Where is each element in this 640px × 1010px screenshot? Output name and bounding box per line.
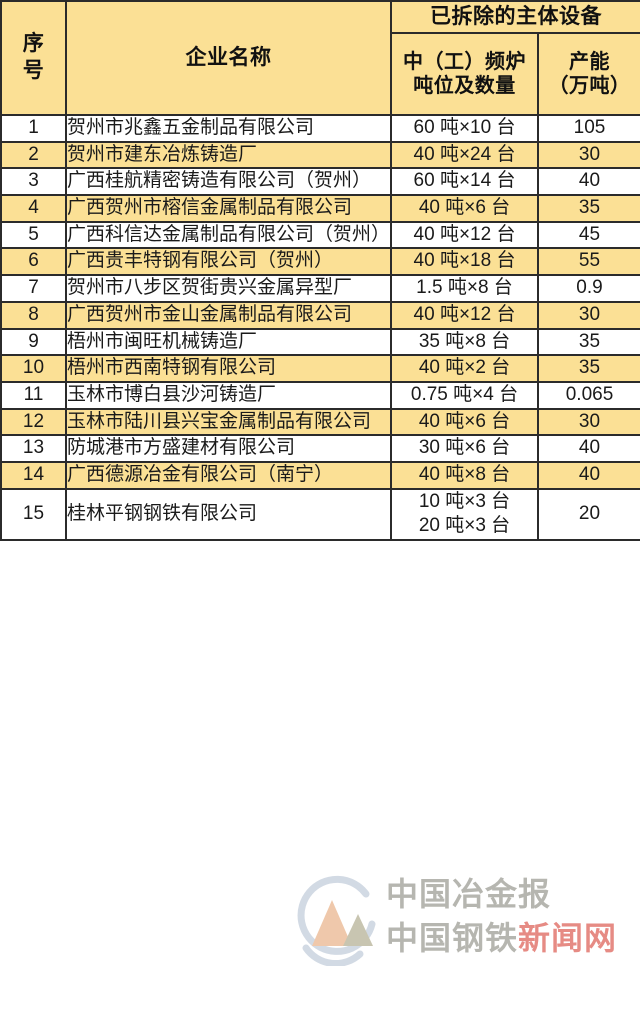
table-row: 13 防城港市方盛建材有限公司 30 吨×6 台 40	[0, 434, 640, 463]
cell-furnace-spec: 40 吨×6 台	[390, 194, 539, 223]
cell-index: 11	[0, 380, 67, 410]
cell-company-name: 桂林平钢钢铁有限公司	[65, 487, 392, 542]
cell-index: 1	[0, 114, 67, 143]
cell-company-name: 广西德源冶金有限公司（南宁）	[65, 460, 392, 490]
cell-index: 7	[0, 274, 67, 303]
column-header-index: 序 号	[0, 0, 67, 116]
column-header-capacity-line-2: （万吨）	[548, 75, 631, 97]
watermark-text: 中国冶金报 中国钢铁新闻网	[386, 872, 636, 968]
cell-capacity: 20	[537, 487, 640, 542]
cell-capacity: 35	[537, 354, 640, 383]
table-row: 14 广西德源冶金有限公司（南宁） 40 吨×8 台 40	[0, 460, 640, 490]
cell-company-name: 玉林市陆川县兴宝金属制品有限公司	[65, 407, 392, 437]
column-header-index-char-1: 序	[22, 32, 45, 56]
column-header-company-name: 企业名称	[65, 0, 392, 116]
cell-capacity: 40	[537, 434, 640, 463]
cell-company-name: 贺州市八步区贺街贵兴金属异型厂	[65, 274, 392, 303]
column-header-index-char-2: 号	[22, 59, 45, 82]
cell-furnace-spec: 10 吨×3 台 20 吨×3 台	[390, 487, 539, 542]
table-row: 4 广西贺州市榕信金属制品有限公司 40 吨×6 台 35	[0, 194, 640, 223]
cell-furnace-spec: 40 吨×12 台	[390, 220, 539, 250]
table-row: 9 梧州市闽旺机械铸造厂 35 吨×8 台 35	[0, 327, 640, 357]
cell-index: 12	[0, 407, 67, 437]
cell-index: 9	[0, 327, 67, 357]
cell-furnace-spec: 40 吨×6 台	[390, 407, 539, 437]
column-header-furnace-line-2: 吨位及数量	[413, 75, 516, 97]
watermark-line-1: 中国冶金报	[386, 875, 552, 913]
table-row: 5 广西科信达金属制品有限公司（贺州） 40 吨×12 台 45	[0, 220, 640, 250]
cell-furnace-spec: 30 吨×6 台	[390, 434, 539, 463]
column-header-furnace-line-1: 中（工）频炉	[403, 50, 526, 73]
watermark-line-2-gray: 中国钢铁	[386, 919, 519, 957]
cell-index: 3	[0, 167, 67, 197]
cell-furnace-spec: 40 吨×8 台	[390, 460, 539, 490]
cell-company-name: 广西科信达金属制品有限公司（贺州）	[65, 220, 392, 250]
column-header-furnace-tonnage-count: 中（工）频炉 吨位及数量	[390, 32, 539, 116]
cell-capacity: 35	[537, 327, 640, 357]
cell-company-name: 广西贵丰特钢有限公司（贺州）	[65, 247, 392, 277]
cell-capacity: 55	[537, 247, 640, 277]
cell-company-name: 梧州市西南特钢有限公司	[65, 354, 392, 383]
cell-index: 15	[0, 487, 67, 542]
cell-company-name: 梧州市闽旺机械铸造厂	[65, 327, 392, 357]
cell-furnace-spec: 35 吨×8 台	[390, 327, 539, 357]
cell-company-name: 广西桂航精密铸造有限公司（贺州）	[65, 167, 392, 197]
cell-capacity: 30	[537, 407, 640, 437]
cell-company-name: 防城港市方盛建材有限公司	[65, 434, 392, 463]
cell-company-name: 广西贺州市榕信金属制品有限公司	[65, 194, 392, 223]
table-body: 1 贺州市兆鑫五金制品有限公司 60 吨×10 台 105 2 贺州市建东冶炼铸造厂 40 …	[0, 114, 640, 542]
cell-capacity: 35	[537, 194, 640, 223]
header-row-top: 序 号 企业名称 已拆除的主体设备	[0, 0, 640, 116]
cell-capacity: 30	[537, 300, 640, 330]
cell-furnace-spec: 40 吨×2 台	[390, 354, 539, 383]
table-row: 3 广西桂航精密铸造有限公司（贺州） 60 吨×14 台 40	[0, 167, 640, 197]
cell-index: 5	[0, 220, 67, 250]
table-row: 11 玉林市博白县沙河铸造厂 0.75 吨×4 台 0.065	[0, 380, 640, 410]
cell-company-name: 玉林市博白县沙河铸造厂	[65, 380, 392, 410]
cell-capacity: 30	[537, 140, 640, 170]
table-row: 2 贺州市建东冶炼铸造厂 40 吨×24 台 30	[0, 140, 640, 170]
mountains-in-circle-logo-icon	[288, 874, 384, 967]
cell-index: 2	[0, 140, 67, 170]
header-row-sub: 中（工）频炉 吨位及数量 产能 （万吨）	[1, 32, 640, 116]
cell-capacity: 45	[537, 220, 640, 250]
cell-capacity: 40	[537, 460, 640, 490]
table-row: 1 贺州市兆鑫五金制品有限公司 60 吨×10 台 105	[0, 114, 640, 143]
cell-furnace-spec: 0.75 吨×4 台	[390, 380, 539, 410]
cell-company-name: 贺州市建东冶炼铸造厂	[65, 140, 392, 170]
table-row: 15 桂林平钢钢铁有限公司 10 吨×3 台 20 吨×3 台 20	[0, 487, 640, 542]
cell-index: 4	[0, 194, 67, 223]
watermark: 中国冶金报 中国钢铁新闻网	[288, 872, 638, 972]
cell-furnace-spec: 1.5 吨×8 台	[390, 274, 539, 303]
cell-company-name: 贺州市兆鑫五金制品有限公司	[65, 114, 392, 143]
column-header-capacity: 产能 （万吨）	[537, 32, 640, 116]
column-header-capacity-line-1: 产能	[569, 50, 610, 73]
cell-index: 13	[0, 434, 67, 463]
cell-capacity: 0.065	[537, 380, 640, 410]
cell-furnace-spec: 40 吨×24 台	[390, 140, 539, 170]
watermark-line-2: 中国钢铁新闻网	[386, 916, 636, 960]
column-header-group-dismantled-equipment: 已拆除的主体设备	[390, 0, 640, 34]
table-row: 7 贺州市八步区贺街贵兴金属异型厂 1.5 吨×8 台 0.9	[0, 274, 640, 303]
cell-index: 14	[0, 460, 67, 490]
cell-company-name: 广西贺州市金山金属制品有限公司	[65, 300, 392, 330]
cell-index: 10	[0, 354, 67, 383]
cell-furnace-spec: 60 吨×14 台	[390, 167, 539, 197]
dismantled-equipment-table: 序 号 企业名称 已拆除的主体设备 中（工）频炉 吨位及数量 产能 （万吨） 1…	[0, 0, 640, 542]
cell-furnace-spec: 40 吨×18 台	[390, 247, 539, 277]
table-row: 10 梧州市西南特钢有限公司 40 吨×2 台 35	[0, 354, 640, 383]
table-row: 6 广西贵丰特钢有限公司（贺州） 40 吨×18 台 55	[0, 247, 640, 277]
cell-furnace-spec: 40 吨×12 台	[390, 300, 539, 330]
table-row: 12 玉林市陆川县兴宝金属制品有限公司 40 吨×6 台 30	[0, 407, 640, 437]
table-row: 8 广西贺州市金山金属制品有限公司 40 吨×12 台 30	[0, 300, 640, 330]
watermark-line-2-red: 新闻网	[518, 919, 618, 957]
table-header: 序 号 企业名称 已拆除的主体设备 中（工）频炉 吨位及数量 产能 （万吨）	[0, 0, 640, 116]
cell-furnace-spec: 60 吨×10 台	[390, 114, 539, 143]
cell-capacity: 105	[537, 114, 640, 143]
cell-index: 8	[0, 300, 67, 330]
cell-capacity: 40	[537, 167, 640, 197]
cell-capacity: 0.9	[537, 274, 640, 303]
cell-index: 6	[0, 247, 67, 277]
